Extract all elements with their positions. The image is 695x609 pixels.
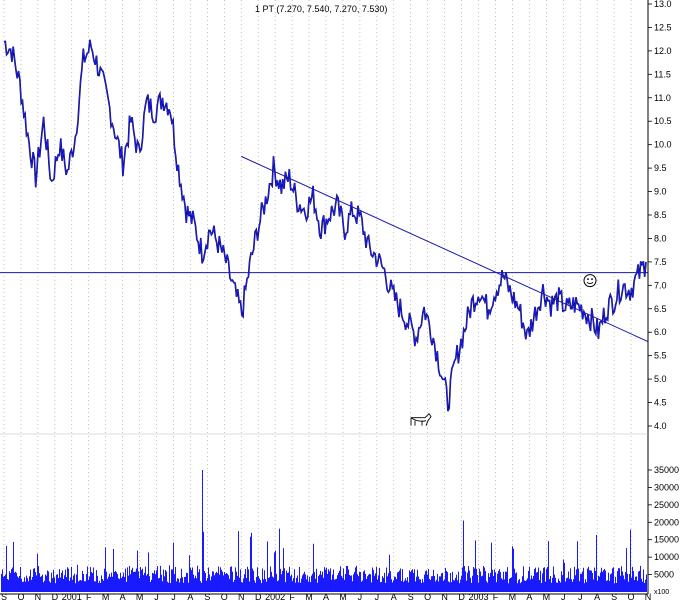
x-tick-label: A bbox=[526, 592, 532, 602]
x-tick-label: M bbox=[136, 592, 144, 602]
downtrend-line bbox=[241, 155, 649, 343]
y-tick-label: 10.0 bbox=[654, 140, 672, 150]
y-tick-label: 5.5 bbox=[654, 351, 667, 361]
y-tick-label: 10.5 bbox=[654, 116, 672, 126]
smiley-eye bbox=[587, 278, 589, 281]
price-series bbox=[3, 39, 647, 412]
y-tick-label: 6.5 bbox=[654, 304, 667, 314]
x-tick-label: J bbox=[154, 592, 159, 602]
volume-tick-label: 35000 bbox=[654, 465, 679, 475]
x-tick-label: D bbox=[255, 592, 262, 602]
volume-tick-label: 25000 bbox=[654, 500, 679, 510]
x-tick-label: A bbox=[594, 592, 600, 602]
y-tick-label: 7.5 bbox=[654, 257, 667, 267]
y-tick-label: 8.0 bbox=[654, 233, 667, 243]
x-tick-label: J bbox=[561, 592, 566, 602]
volume-tick-label: 15000 bbox=[654, 535, 679, 545]
x-tick-label: F bbox=[289, 592, 295, 602]
x-tick-label: A bbox=[391, 592, 397, 602]
y-tick-label: 6.0 bbox=[654, 327, 667, 337]
x-tick-label: D bbox=[52, 592, 59, 602]
x-tick-label: 2001 bbox=[62, 592, 82, 602]
price-line bbox=[3, 39, 647, 412]
x-tick-label: A bbox=[187, 592, 193, 602]
x-tick-label: O bbox=[628, 592, 635, 602]
y-tick-label: 8.5 bbox=[654, 210, 667, 220]
x-tick-label: J bbox=[358, 592, 363, 602]
x-tick-label: M bbox=[543, 592, 551, 602]
x-tick-label: S bbox=[204, 592, 210, 602]
y-tick-label: 7.0 bbox=[654, 280, 667, 290]
volume-series bbox=[1, 470, 647, 592]
smiley-mouth bbox=[586, 281, 594, 285]
y-tick-label: 9.0 bbox=[654, 187, 667, 197]
x-tick-label: N bbox=[35, 592, 42, 602]
volume-tick-label: 30000 bbox=[654, 482, 679, 492]
y-tick-label: 11.5 bbox=[654, 69, 671, 79]
x-tick-label: S bbox=[611, 592, 617, 602]
chart-title: 1 PT (7.270, 7.540, 7.270, 7.530) bbox=[255, 4, 387, 14]
price-line-shadow bbox=[3, 39, 647, 412]
x-tick-label: O bbox=[17, 592, 24, 602]
x-tick-label: A bbox=[323, 592, 329, 602]
x-tick-label: N bbox=[645, 592, 652, 602]
x-tick-label: N bbox=[441, 592, 448, 602]
smiley-face bbox=[583, 274, 597, 288]
x-tick-label: F bbox=[86, 592, 92, 602]
x-tick-label: M bbox=[102, 592, 110, 602]
volume-unit-label: x100 bbox=[654, 589, 669, 596]
smiley-eye bbox=[591, 278, 593, 281]
x-tick-label: O bbox=[424, 592, 431, 602]
x-tick-label: O bbox=[221, 592, 228, 602]
x-tick-label: N bbox=[238, 592, 245, 602]
y-tick-label: 9.5 bbox=[654, 163, 667, 173]
y-tick-label: 4.0 bbox=[654, 421, 667, 431]
x-tick-label: J bbox=[375, 592, 380, 602]
volume-tick-label: 20000 bbox=[654, 517, 679, 527]
x-tick-label: 2002 bbox=[265, 592, 285, 602]
y-tick-label: 5.0 bbox=[654, 374, 667, 384]
bull-outline bbox=[410, 412, 432, 426]
x-tick-label: S bbox=[1, 592, 7, 602]
x-tick-label: S bbox=[408, 592, 414, 602]
volume-tick-label: 10000 bbox=[654, 552, 679, 562]
overlays bbox=[0, 155, 649, 426]
axes: S O N D 2001 F M A M J J A S O N D 2002 F M A M J J A S O N D 2003 F M… bbox=[0, 0, 679, 602]
bull-icon bbox=[410, 412, 432, 426]
x-tick-label: 2003 bbox=[469, 592, 489, 602]
y-tick-label: 12.5 bbox=[654, 22, 672, 32]
x-tick-label: M bbox=[305, 592, 313, 602]
y-tick-label: 11.0 bbox=[654, 93, 671, 103]
volume-tick-label: 5000 bbox=[654, 570, 674, 580]
x-tick-label: F bbox=[493, 592, 499, 602]
x-tick-label: M bbox=[509, 592, 517, 602]
y-tick-label: 12.0 bbox=[654, 46, 672, 56]
y-tick-label: 4.5 bbox=[654, 398, 667, 408]
y-tick-label: 13.0 bbox=[654, 0, 672, 9]
x-tick-label: A bbox=[120, 592, 126, 602]
x-tick-label: M bbox=[339, 592, 347, 602]
x-tick-label: D bbox=[458, 592, 465, 602]
x-tick-label: J bbox=[578, 592, 583, 602]
x-tick-label: J bbox=[171, 592, 176, 602]
smiley-icon bbox=[583, 274, 597, 288]
